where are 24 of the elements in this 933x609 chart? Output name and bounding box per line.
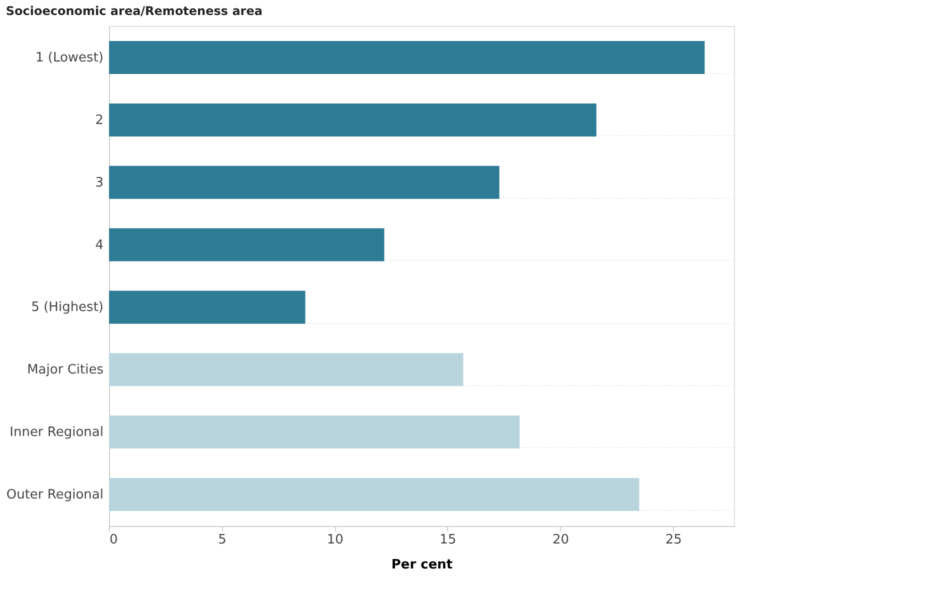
- bar: [109, 103, 596, 136]
- bar: [109, 353, 464, 386]
- y-tick-label: 3: [95, 175, 104, 190]
- bar: [109, 290, 306, 324]
- y-tick-label: 2: [95, 112, 104, 128]
- y-tick-label: Major Cities: [27, 362, 104, 378]
- x-tick-label: 0: [110, 532, 118, 548]
- x-axis-title: Per cent: [391, 558, 453, 572]
- x-tick-label: 20: [552, 532, 570, 548]
- y-tick-label: 5 (Highest): [31, 300, 104, 316]
- x-tick-label: 5: [218, 532, 226, 548]
- y-tick-label: 4: [95, 238, 104, 253]
- x-tick-label: 15: [440, 532, 456, 548]
- y-axis-title: Socioeconomic area/Remoteness area: [6, 4, 262, 18]
- bar: [109, 228, 384, 262]
- x-tick-label: 25: [665, 532, 682, 548]
- x-tick-label: 10: [326, 532, 344, 548]
- bar: [109, 416, 520, 449]
- y-tick-label: Inner Regional: [10, 425, 104, 440]
- bar: [109, 478, 640, 511]
- y-tick-label: Outer Regional: [6, 487, 104, 502]
- y-tick-label: 1 (Lowest): [35, 50, 104, 66]
- bar: [109, 41, 705, 74]
- bar: [109, 166, 500, 199]
